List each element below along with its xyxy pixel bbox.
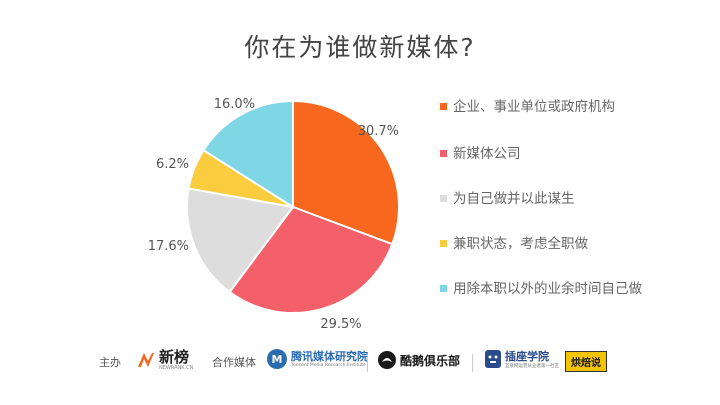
tencent-media-name: 腾讯媒体研究院 — [291, 350, 368, 363]
chazuo-logo: 插座学院 互联网运营从业者第一社区 — [484, 349, 559, 369]
chart-title: 你在为谁做新媒体? — [244, 33, 476, 62]
chazuo-name: 插座学院 — [505, 349, 549, 363]
legend-item: 用除本职以外的业余时间自己做 — [440, 279, 690, 300]
legend-swatch — [440, 240, 447, 247]
host-label: 主办 — [99, 356, 121, 369]
divider — [367, 354, 368, 372]
legend-item: 新媒体公司 — [440, 144, 690, 165]
tencent-media-icon: M — [267, 349, 287, 369]
legend-label: 用除本职以外的业余时间自己做 — [453, 281, 642, 297]
legend-swatch — [440, 103, 447, 110]
legend-label: 企业、事业单位或政府机构 — [453, 99, 615, 115]
hongbei-logo: 烘焙说 — [565, 351, 607, 372]
newrank-name: 新榜 — [159, 348, 190, 366]
pie-slice — [186, 187, 295, 294]
slice-percent-label: 29.5% — [320, 317, 361, 332]
divider — [472, 354, 473, 372]
kuai-club-name: 酷鹅俱乐部 — [400, 353, 461, 368]
penguin-icon — [378, 351, 396, 369]
newrank-domain: NEWRANK.CN — [159, 365, 194, 371]
newrank-mark-icon — [138, 353, 154, 367]
hongbei-name: 烘焙说 — [571, 358, 601, 369]
chazuo-icon — [485, 350, 501, 368]
pie-slice — [292, 99, 400, 246]
slice-percent-label: 16.0% — [214, 97, 255, 112]
tencent-media-sub: Tencent Media Research Institute — [291, 363, 366, 368]
legend-swatch — [440, 285, 447, 292]
newrank-logo: 新榜 NEWRANK.CN — [136, 349, 193, 371]
legend-label: 兼职状态，考虑全职做 — [453, 236, 588, 252]
chazuo-sub: 互联网运营从业者第一社区 — [505, 363, 559, 369]
pie-slice — [202, 99, 294, 209]
partner-label: 合作媒体 — [212, 356, 256, 369]
slice-percent-label: 17.6% — [148, 239, 189, 254]
tencent-media-logo: M 腾讯媒体研究院 Tencent Media Research Institu… — [266, 348, 368, 370]
legend-item: 企业、事业单位或政府机构 — [440, 97, 690, 118]
footer-sponsors: 主办 新榜 NEWRANK.CN 合作媒体 M 腾讯媒体研究院 Tencent … — [0, 348, 720, 378]
legend-label: 为自己做并以此谋生 — [453, 191, 575, 207]
slice-percent-label: 6.2% — [156, 157, 189, 172]
legend-swatch — [440, 150, 447, 157]
kuai-club-logo: 酷鹅俱乐部 — [377, 350, 460, 370]
slice-percent-label: 30.7% — [358, 124, 399, 139]
legend-swatch — [440, 195, 447, 202]
legend-item: 兼职状态，考虑全职做 — [440, 234, 690, 255]
legend-label: 新媒体公司 — [453, 146, 521, 162]
pie-slice — [228, 205, 394, 314]
svg-text:M: M — [272, 353, 283, 366]
legend-item: 为自己做并以此谋生 — [440, 189, 690, 210]
